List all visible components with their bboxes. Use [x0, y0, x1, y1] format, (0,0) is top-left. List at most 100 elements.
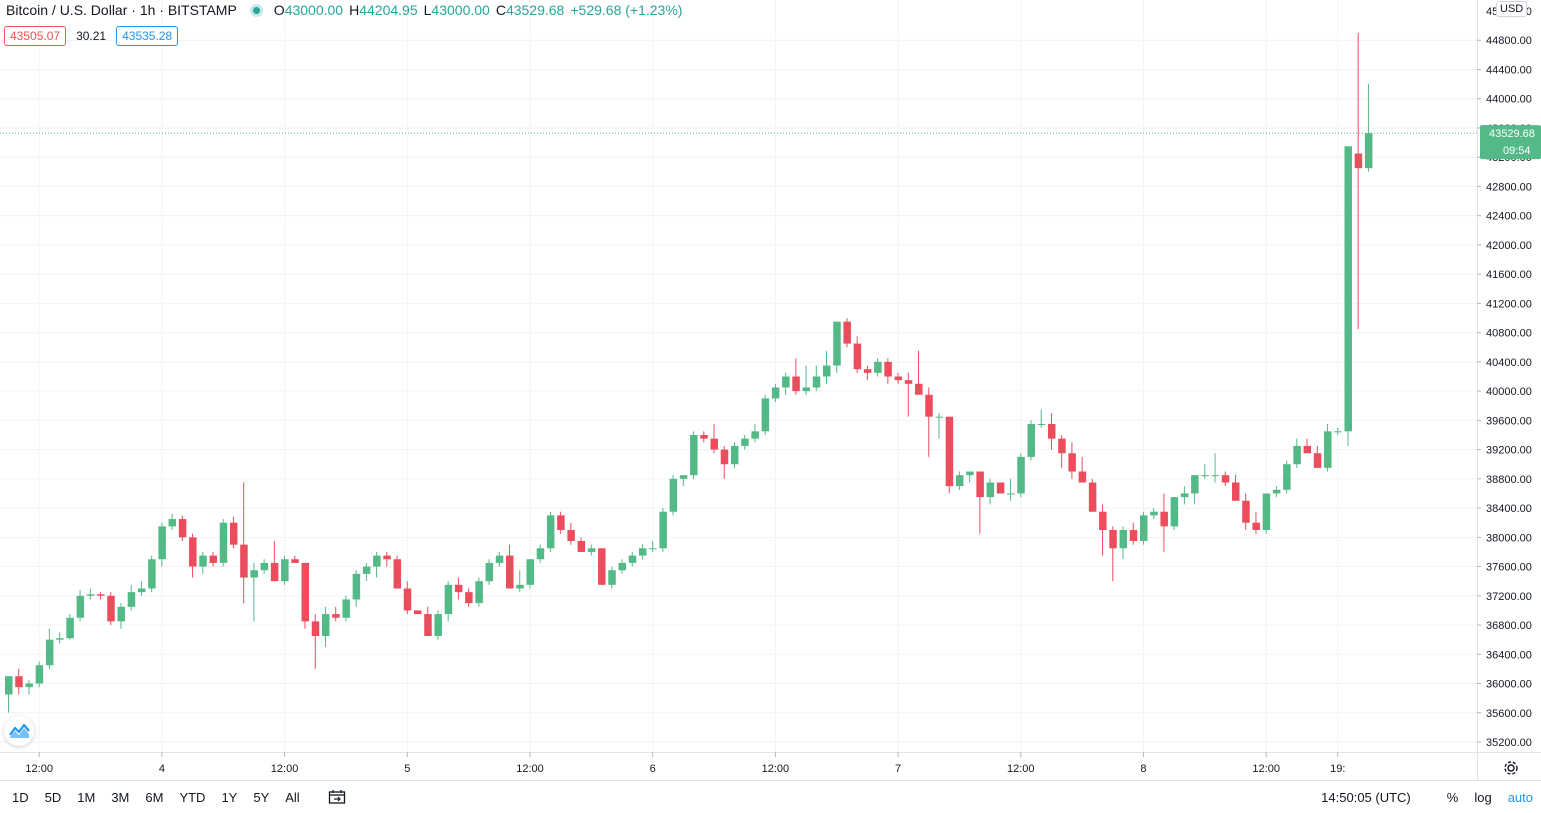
candle[interactable] — [812, 365, 821, 392]
timeframe-1d[interactable]: 1D — [12, 789, 29, 805]
candle[interactable] — [5, 676, 13, 713]
candle[interactable] — [495, 551, 504, 567]
candle[interactable] — [966, 471, 974, 483]
price-axis[interactable]: 35200.00 35600.00 36000.00 36400.00 36800.00… — [1477, 6, 1532, 749]
candle[interactable] — [935, 413, 943, 439]
currency-badge[interactable]: USD — [1496, 1, 1528, 17]
candle[interactable] — [444, 581, 453, 622]
candle[interactable] — [843, 318, 851, 348]
candle[interactable] — [475, 577, 483, 607]
candle[interactable] — [229, 516, 238, 549]
candle[interactable] — [1191, 475, 1199, 505]
candle[interactable] — [1047, 413, 1056, 450]
candle[interactable] — [1211, 453, 1220, 483]
candle[interactable] — [107, 592, 115, 626]
candle[interactable] — [1252, 511, 1260, 534]
candle[interactable] — [1232, 475, 1240, 501]
candle[interactable] — [393, 555, 402, 589]
candle[interactable] — [567, 522, 575, 545]
candle[interactable] — [199, 551, 207, 574]
candle[interactable] — [1334, 427, 1342, 435]
percent-toggle[interactable]: % — [1446, 789, 1459, 805]
candle[interactable] — [189, 533, 197, 578]
candle[interactable] — [720, 445, 729, 479]
candle[interactable] — [383, 551, 391, 567]
candle[interactable] — [884, 358, 892, 384]
candle[interactable] — [1201, 464, 1209, 479]
tradingview-logo-icon[interactable] — [4, 716, 34, 746]
timeframe-1y[interactable]: 1Y — [221, 789, 238, 805]
candle[interactable] — [823, 350, 831, 384]
candle[interactable] — [669, 475, 678, 516]
candle[interactable] — [577, 537, 586, 552]
candle[interactable] — [771, 383, 780, 403]
candle[interactable] — [1262, 493, 1271, 534]
candle[interactable] — [618, 559, 627, 574]
candle[interactable] — [986, 478, 995, 505]
candle[interactable] — [587, 544, 596, 556]
candle[interactable] — [1303, 438, 1312, 454]
candle[interactable] — [45, 628, 54, 669]
candle[interactable] — [833, 321, 841, 373]
candle[interactable] — [25, 679, 33, 695]
candle[interactable] — [76, 589, 85, 622]
candle[interactable] — [710, 424, 719, 454]
candles-group[interactable] — [5, 32, 1373, 713]
candle[interactable] — [628, 551, 637, 567]
timeframe-ytd[interactable]: YTD — [179, 789, 206, 805]
candle[interactable] — [802, 365, 811, 395]
candle[interactable] — [1150, 508, 1158, 520]
candle[interactable] — [546, 511, 555, 552]
candle[interactable] — [904, 372, 913, 417]
candle[interactable] — [1088, 478, 1097, 512]
candle[interactable] — [659, 508, 667, 552]
candle[interactable] — [137, 581, 146, 596]
candle[interactable] — [598, 548, 606, 585]
candle[interactable] — [1017, 453, 1025, 498]
candle[interactable] — [649, 540, 657, 552]
candle[interactable] — [945, 416, 954, 494]
log-toggle[interactable]: log — [1474, 789, 1492, 805]
candle[interactable] — [730, 442, 739, 468]
candle[interactable] — [485, 559, 494, 585]
candle[interactable] — [1129, 522, 1138, 545]
candle[interactable] — [1283, 460, 1291, 494]
timeframe-5y[interactable]: 5Y — [253, 789, 270, 805]
candle[interactable] — [996, 482, 1005, 494]
candle[interactable] — [1180, 486, 1189, 505]
candle[interactable] — [1027, 420, 1036, 461]
candle[interactable] — [925, 387, 933, 457]
candle[interactable] — [56, 632, 64, 644]
candle[interactable] — [311, 614, 320, 669]
candle[interactable] — [454, 577, 463, 600]
candle[interactable] — [526, 559, 534, 589]
candle[interactable] — [1242, 493, 1250, 531]
candle[interactable] — [792, 358, 800, 395]
candle[interactable] — [557, 511, 565, 534]
candle[interactable] — [1007, 478, 1015, 501]
calendar-range-icon[interactable] — [328, 789, 346, 805]
candle[interactable] — [1099, 504, 1107, 556]
candle[interactable] — [1354, 32, 1363, 329]
candle[interactable] — [1324, 424, 1332, 472]
candle[interactable] — [1078, 456, 1087, 483]
candle[interactable] — [301, 562, 310, 629]
time-axis[interactable]: 12:00 4 12:00 5 12:00 6 12:00 7 12:00 8 12:00 19: — [25, 752, 1345, 775]
candle[interactable] — [955, 471, 964, 490]
candle[interactable] — [1139, 511, 1148, 545]
candle[interactable] — [178, 515, 187, 541]
candle[interactable] — [250, 562, 258, 622]
candle[interactable] — [434, 610, 442, 640]
candle[interactable] — [894, 372, 903, 384]
candle[interactable] — [352, 570, 361, 607]
candle[interactable] — [1058, 434, 1066, 468]
candle[interactable] — [782, 372, 790, 395]
candle[interactable] — [1313, 445, 1322, 468]
candle[interactable] — [761, 394, 770, 435]
bid-price-button[interactable]: 43505.07 — [4, 26, 67, 46]
candle[interactable] — [1364, 83, 1373, 172]
candle[interactable] — [863, 365, 872, 381]
candle[interactable] — [1160, 493, 1168, 552]
candle[interactable] — [66, 614, 74, 640]
